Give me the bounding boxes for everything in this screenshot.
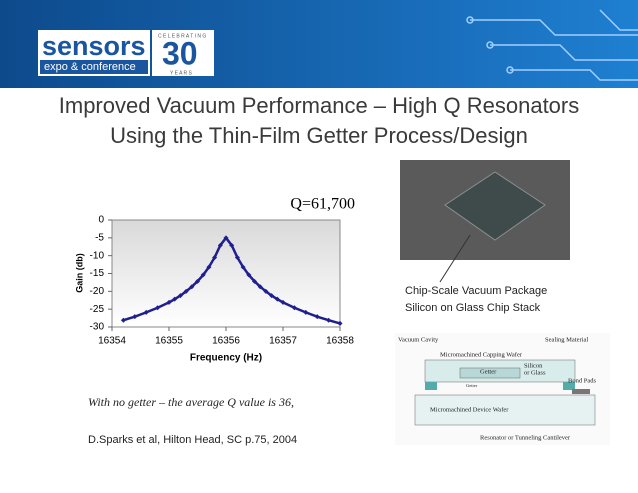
anniversary: 30 [162,35,198,71]
data-point [183,288,189,294]
chart: Q=61,700 Frequency (Hz) Gain (db) 0 -5 -10… [74,196,355,364]
diagram-label: Resonator or Tunneling Cantilever [480,434,571,441]
logo: sensors [42,31,146,61]
diagram-label: Silicon [524,362,543,369]
chip [444,171,546,241]
data-point [246,272,252,278]
y-tick-label: -5 [95,232,104,243]
caption: With no getter – the average Q value is … [88,395,294,409]
data-point [303,309,309,315]
diagram-label: Micromachined Capping Wafer [440,351,523,358]
circuit-lines [466,9,638,81]
bond-pad [572,389,590,394]
x-axis-label: Frequency (Hz) [190,353,262,364]
diagram-label: Micromachined Device Wafer [430,406,509,413]
device-wafer [414,394,596,426]
data-point [206,264,212,270]
getter-box [459,367,521,379]
diagram-label: or Glass [524,369,546,376]
data-point [252,278,257,284]
data-point [172,296,178,302]
seal [563,382,575,390]
seal [425,382,437,390]
logo-sub-box [40,60,148,74]
x-tick-label: 16355 [155,336,183,347]
data-point [132,314,138,320]
annotation: Q=61,700 [290,196,355,213]
data-point [280,299,286,305]
data-point [120,317,126,323]
y-tick-label: -10 [90,250,105,261]
x-tick-label: 16357 [269,336,297,347]
diagram: Vacuum Cavity Sealing Material Micromach… [395,333,610,445]
data-point [200,272,206,278]
data-point [314,314,320,320]
diagram-label: Sealing Material [545,336,588,343]
x-tick-label: 16358 [326,336,354,347]
data-point [337,320,343,326]
data-point [291,305,297,311]
years: Y E A R S [170,70,193,76]
y-tick-label: -30 [90,322,105,333]
data-point [257,284,263,290]
pointer-line [439,234,471,283]
data-point [155,305,161,311]
y-tick-label: -15 [90,268,105,279]
anniv-box [152,30,214,76]
photo-label: Chip-Scale Vacuum Package [405,285,547,297]
data-point [217,242,223,248]
data-point [223,235,229,241]
photo-label: Silicon on Glass Chip Stack [405,302,541,314]
x-tick-label: 16354 [98,336,126,347]
y-axis-label: Gain (db) [74,253,84,293]
data-point [234,254,240,260]
celebrating: C E L E B R A T I N G [158,33,206,39]
data-point [229,242,235,248]
data-point [166,299,172,305]
title-line: Improved Vacuum Performance – High Q Res… [59,93,580,118]
data-point [195,278,200,284]
data-point [240,264,246,270]
diagram-label: Getter [466,383,478,388]
y-tick-label: -20 [90,286,105,297]
y-tick-label: -25 [90,304,105,315]
data-point [177,293,183,299]
data-point [212,254,218,260]
data-point [269,293,275,299]
data-point [326,317,332,323]
data-point [143,309,149,315]
x-tick-label: 16356 [212,336,240,347]
data-point [263,288,269,294]
y-tick-label: 0 [98,215,104,226]
title-line: Using the Thin-Film Getter Process/Desig… [110,123,528,148]
data-point [274,296,280,302]
reference: D.Sparks et al, Hilton Head, SC p.75, 20… [88,434,297,446]
logo-sub: expo & conference [44,61,136,73]
diagram-label: Bond Pads [568,377,596,384]
data-point [189,284,195,290]
diagram-label: Vacuum Cavity [398,336,439,343]
diagram-label: Getter [480,368,497,375]
